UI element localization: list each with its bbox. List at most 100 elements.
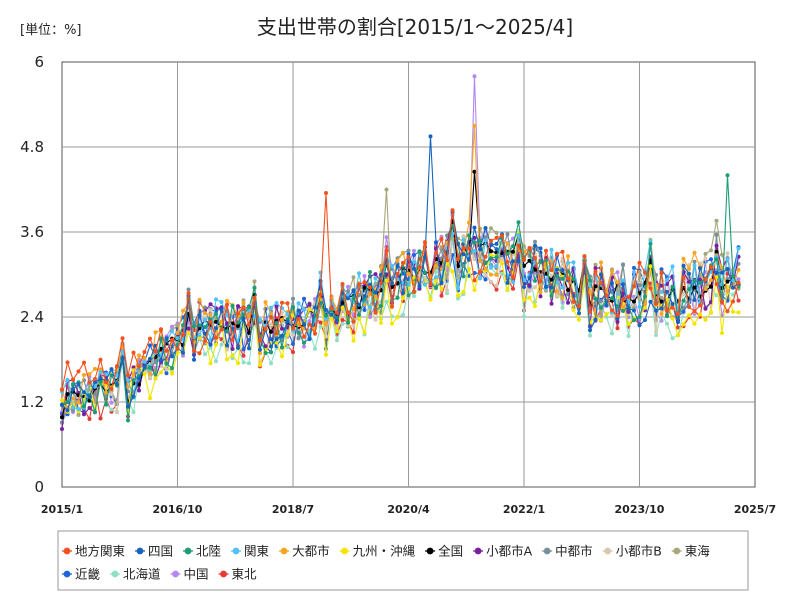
data-point <box>395 264 400 268</box>
data-point <box>500 256 504 261</box>
data-point <box>417 265 422 270</box>
data-point <box>153 376 158 381</box>
data-point <box>494 287 499 292</box>
data-point <box>401 312 405 317</box>
data-point <box>555 274 559 278</box>
data-point <box>148 336 152 341</box>
data-point <box>544 284 548 289</box>
data-point <box>175 346 180 351</box>
legend-item: 地方関東 <box>62 544 126 559</box>
data-point <box>373 317 378 322</box>
data-point <box>423 282 427 287</box>
data-point <box>175 331 180 335</box>
y-axis: 0 1.2 2.4 3.6 4.8 6 <box>20 53 44 496</box>
data-point <box>417 249 422 254</box>
data-point <box>258 338 262 343</box>
data-point <box>186 326 191 331</box>
data-point <box>703 306 708 311</box>
data-point <box>351 338 356 343</box>
data-point <box>472 240 477 245</box>
data-point <box>445 288 449 293</box>
data-point <box>489 272 493 277</box>
data-point <box>566 254 570 259</box>
data-point <box>593 266 598 271</box>
legend-label: 大都市 <box>292 544 330 559</box>
data-point <box>197 313 202 318</box>
data-point <box>610 296 614 301</box>
data-point <box>434 270 438 275</box>
data-point <box>197 351 202 356</box>
data-point <box>384 248 389 253</box>
data-point <box>214 297 218 302</box>
data-point <box>494 247 499 252</box>
data-point <box>76 412 81 417</box>
data-point <box>335 318 339 323</box>
data-point <box>109 373 114 378</box>
data-point <box>428 297 433 302</box>
data-point <box>87 380 92 385</box>
data-point <box>203 331 207 336</box>
data-point <box>148 371 152 376</box>
data-point <box>373 276 378 281</box>
data-point <box>142 371 147 376</box>
data-point <box>549 293 554 298</box>
data-point <box>131 365 136 370</box>
data-point <box>208 308 213 312</box>
series-line <box>61 224 740 423</box>
data-point <box>93 410 97 414</box>
data-point <box>500 251 504 256</box>
y-tick-label: 3.6 <box>20 223 44 241</box>
data-point <box>703 251 708 256</box>
data-point <box>439 281 444 286</box>
data-point <box>120 349 125 354</box>
data-point <box>731 285 735 290</box>
data-point <box>461 274 466 279</box>
data-point <box>511 275 515 280</box>
data-point <box>269 305 273 310</box>
data-point <box>406 254 411 259</box>
data-point <box>577 311 581 316</box>
data-point <box>362 274 367 278</box>
data-point <box>390 304 394 309</box>
data-point <box>373 272 378 277</box>
data-point <box>318 292 323 297</box>
data-point <box>544 248 548 253</box>
data-point <box>461 252 466 257</box>
data-point <box>82 390 86 395</box>
data-point <box>632 265 636 270</box>
data-point <box>714 249 719 254</box>
data-point <box>208 302 213 307</box>
data-point <box>159 358 163 362</box>
legend-marker <box>673 547 681 555</box>
data-point <box>170 329 174 334</box>
data-point <box>527 295 532 300</box>
data-point <box>87 406 92 410</box>
data-point <box>714 218 719 223</box>
data-point <box>456 257 460 261</box>
data-point <box>456 286 460 291</box>
data-point <box>164 371 169 376</box>
data-point <box>203 317 207 322</box>
data-point <box>588 328 592 333</box>
x-tick-label: 2015/1 <box>41 503 83 516</box>
data-point <box>516 233 521 238</box>
data-point <box>615 280 620 285</box>
data-point <box>434 263 438 268</box>
data-point <box>280 300 284 305</box>
data-point <box>225 329 229 334</box>
data-point <box>731 299 735 304</box>
data-point <box>82 412 86 417</box>
data-point <box>582 254 587 259</box>
legend-label: 四国 <box>148 544 173 559</box>
data-point <box>390 263 394 268</box>
data-point <box>109 407 114 412</box>
data-point <box>599 260 603 265</box>
data-point <box>131 350 136 355</box>
data-point <box>692 309 697 314</box>
data-point <box>236 304 240 309</box>
data-point <box>566 300 570 305</box>
data-point <box>236 311 240 316</box>
legend-marker <box>184 547 192 555</box>
data-point <box>142 350 147 354</box>
